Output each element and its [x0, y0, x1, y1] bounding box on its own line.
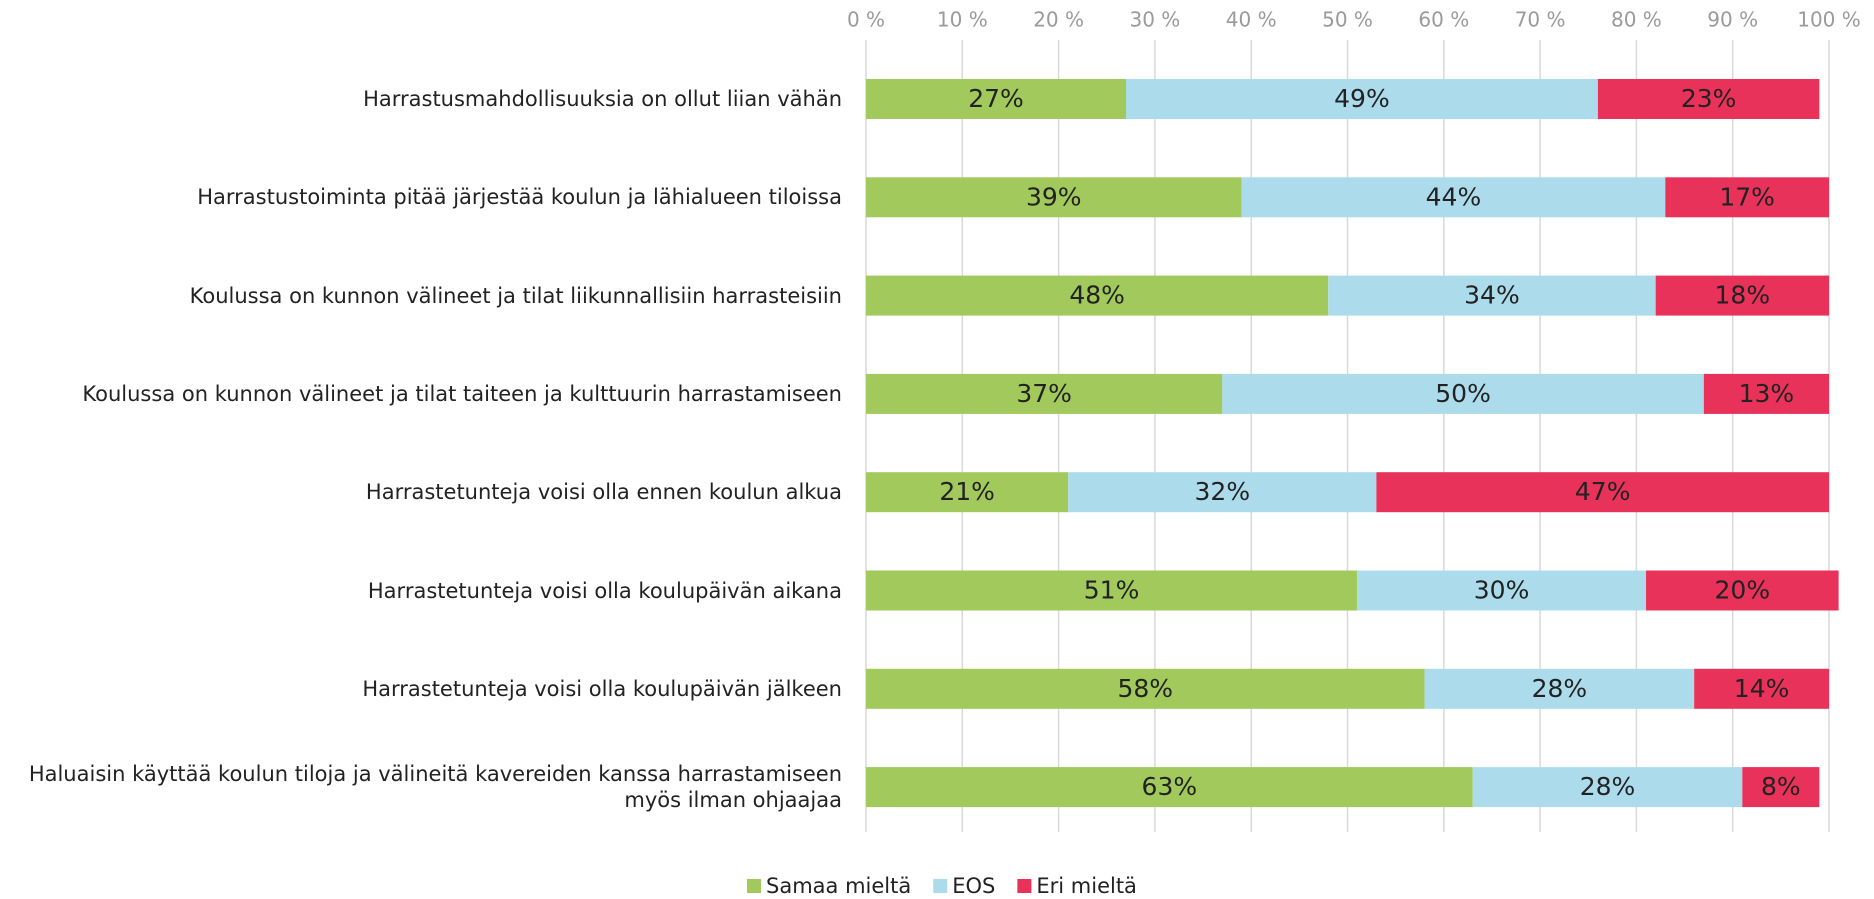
bar-segment — [866, 373, 1223, 414]
data-label: 51% — [1084, 576, 1140, 605]
data-label: 34% — [1464, 281, 1520, 310]
data-label: 37% — [1016, 379, 1072, 408]
data-label: 47% — [1575, 477, 1631, 506]
bar-segment — [1328, 275, 1656, 316]
bar-segment — [866, 177, 1242, 218]
bar-segment — [1646, 570, 1839, 611]
data-label: 13% — [1739, 379, 1795, 408]
legend-label: EOS — [952, 874, 995, 898]
bar-segment — [1665, 177, 1829, 218]
x-tick-label: 40 % — [1226, 8, 1277, 32]
bar-segment — [1597, 79, 1820, 119]
legend-swatch — [1017, 879, 1032, 893]
data-label: 49% — [1334, 84, 1390, 113]
x-tick-label: 70 % — [1515, 8, 1566, 32]
data-label: 28% — [1532, 674, 1588, 703]
legend-swatch — [747, 879, 761, 893]
category-label: Harrastusmahdollisuuksia on ollut liian … — [363, 87, 842, 111]
legend-label: Samaa mieltä — [766, 874, 911, 898]
x-tick-label: 60 % — [1418, 8, 1469, 32]
bar-segment — [1222, 373, 1704, 414]
data-label: 32% — [1195, 477, 1251, 506]
category-label: Harrastetunteja voisi olla koulupäivän j… — [362, 676, 842, 701]
category-label: Koulussa on kunnon välineet ja tilat tai… — [82, 381, 842, 406]
bar-segment — [1694, 668, 1829, 709]
bar-segment — [866, 275, 1329, 316]
data-label: 39% — [1026, 182, 1082, 211]
legend-label: Eri mieltä — [1036, 874, 1137, 898]
data-label: 17% — [1719, 182, 1775, 211]
bar-segment — [1126, 79, 1598, 119]
bar-segment — [1241, 177, 1666, 218]
data-label: 58% — [1117, 674, 1173, 703]
bar-segment — [866, 570, 1358, 611]
data-label: 44% — [1426, 182, 1482, 211]
data-label: 23% — [1681, 84, 1737, 113]
category-label: Koulussa on kunnon välineet ja tilat lii… — [189, 283, 842, 308]
x-tick-label: 90 % — [1707, 8, 1758, 32]
bar-segment — [866, 79, 1127, 119]
bar-segment — [1703, 373, 1829, 414]
data-label: 8% — [1761, 772, 1801, 801]
x-tick-label: 100 % — [1797, 8, 1861, 32]
bar-segment — [1655, 275, 1829, 316]
bar-segment — [1357, 570, 1647, 611]
data-label: 27% — [968, 84, 1024, 113]
x-tick-label: 50 % — [1322, 8, 1373, 32]
data-label: 30% — [1474, 576, 1530, 605]
data-label: 14% — [1734, 674, 1790, 703]
data-label: 21% — [939, 477, 995, 506]
category-label: Harrastetunteja voisi olla koulupäivän a… — [367, 578, 842, 603]
category-label: Haluaisin käyttää koulun tiloja ja välin… — [28, 762, 842, 813]
x-tick-label: 30 % — [1129, 8, 1180, 32]
bar-segment — [1376, 472, 1829, 513]
bar-segment — [866, 668, 1425, 709]
data-label: 63% — [1142, 772, 1198, 801]
bar-segment — [1424, 668, 1695, 709]
x-tick-label: 80 % — [1611, 8, 1662, 32]
data-label: 28% — [1580, 772, 1636, 801]
data-label: 50% — [1435, 379, 1491, 408]
data-label: 20% — [1715, 576, 1771, 605]
category-label: Harrastustoiminta pitää järjestää koulun… — [197, 185, 842, 210]
x-tick-label: 10 % — [937, 8, 988, 32]
data-label: 18% — [1715, 281, 1771, 310]
bar-segment — [1068, 472, 1377, 513]
bar-segment — [866, 472, 1069, 513]
bar-segment — [1742, 767, 1820, 808]
x-tick-label: 20 % — [1033, 8, 1084, 32]
bar-segment — [1472, 767, 1743, 808]
legend-swatch — [933, 879, 948, 893]
category-label: Harrastetunteja voisi olla ennen koulun … — [365, 480, 842, 505]
bar-segment — [866, 767, 1473, 808]
x-tick-label: 0 % — [847, 8, 885, 32]
data-label: 48% — [1069, 281, 1125, 310]
